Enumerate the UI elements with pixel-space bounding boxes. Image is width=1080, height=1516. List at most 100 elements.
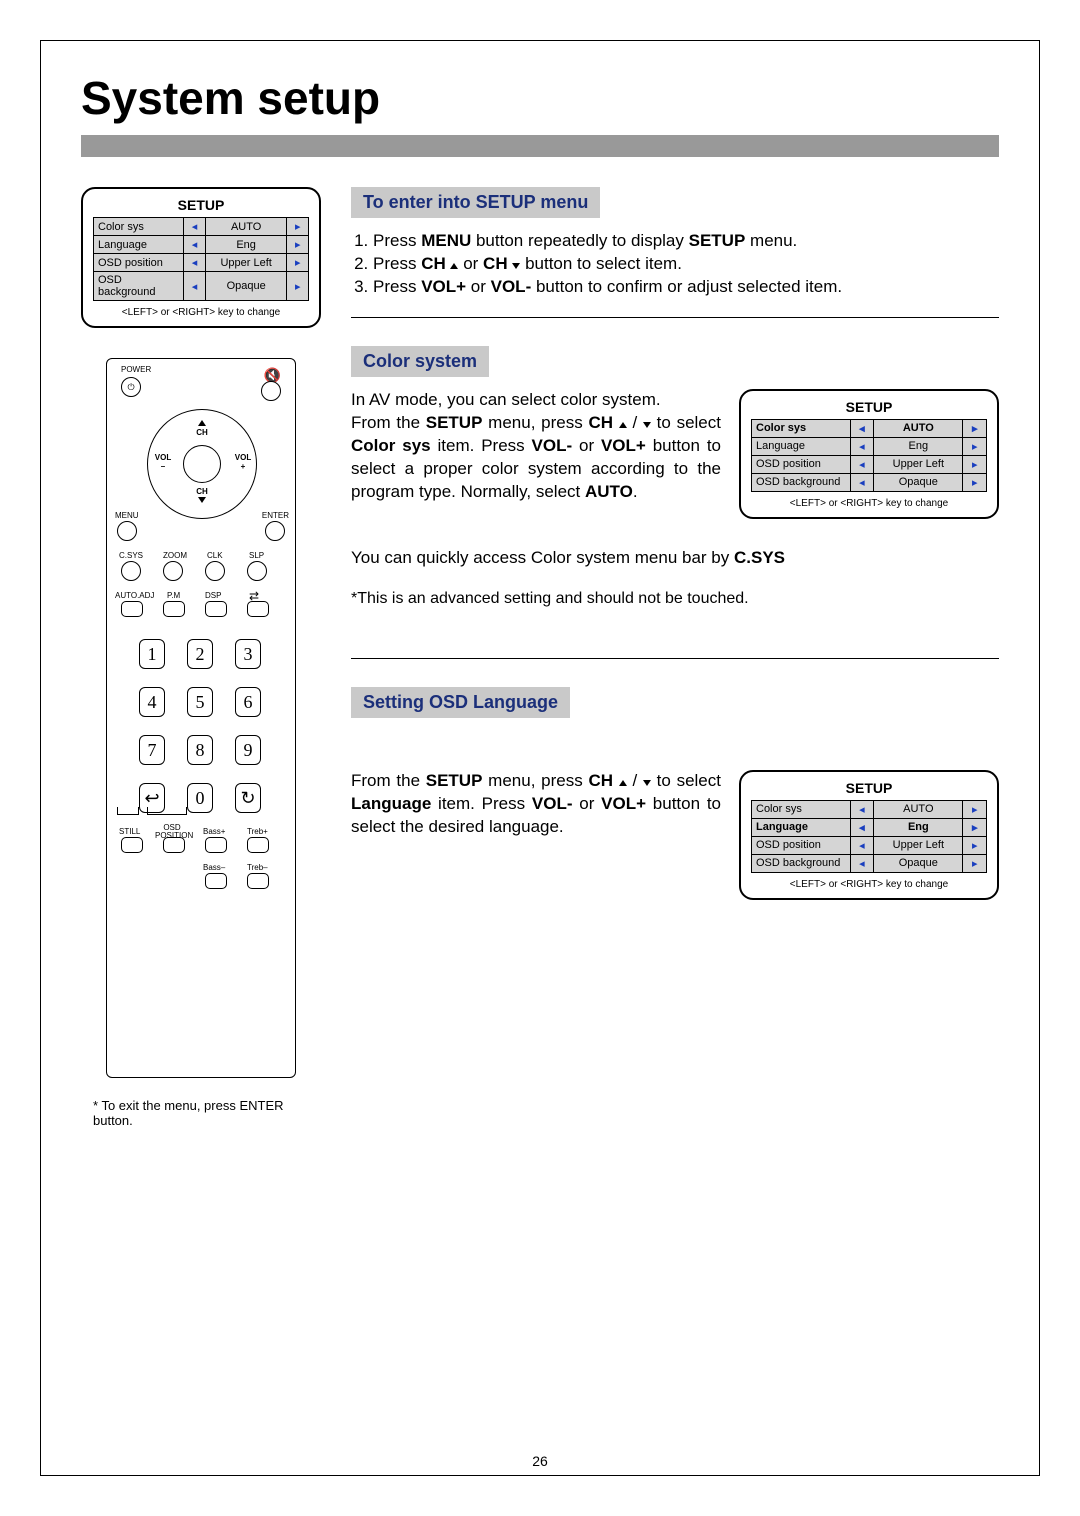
osd-box-language: SETUPColor sys◂AUTO▸Language◂Eng▸OSD pos… bbox=[739, 770, 999, 900]
osd-row-value: AUTO bbox=[874, 419, 963, 437]
title-bar bbox=[81, 135, 999, 157]
num-8-button[interactable]: 8 bbox=[187, 735, 213, 765]
bassplus-button[interactable] bbox=[205, 837, 227, 853]
osd-row-label: Language bbox=[752, 818, 851, 836]
section3-head: Setting OSD Language bbox=[351, 687, 570, 718]
num-4-button[interactable]: 4 bbox=[139, 687, 165, 717]
dpad-center bbox=[183, 445, 221, 483]
right-arrow-icon: ▸ bbox=[287, 236, 309, 254]
osd-row-label: Color sys bbox=[752, 419, 851, 437]
section3-aside: SETUPColor sys◂AUTO▸Language◂Eng▸OSD pos… bbox=[739, 770, 999, 920]
trebplus-label: Treb+ bbox=[247, 827, 268, 836]
osdpos-button[interactable] bbox=[163, 837, 185, 853]
right-arrow-icon: ▸ bbox=[287, 254, 309, 272]
right-arrow-icon: ▸ bbox=[963, 455, 987, 473]
osd-row-value: Eng bbox=[874, 437, 963, 455]
osd-row: Color sys◂AUTO▸ bbox=[752, 800, 987, 818]
recall-button[interactable]: ↻ bbox=[235, 783, 261, 813]
power-button[interactable]: ⏻ bbox=[121, 377, 141, 397]
num-5-button[interactable]: 5 bbox=[187, 687, 213, 717]
osd-row-label: Language bbox=[752, 437, 851, 455]
osd-row: Color sys◂AUTO▸ bbox=[94, 218, 309, 236]
swap-button[interactable] bbox=[247, 601, 269, 617]
section2-text: In AV mode, you can select color system.… bbox=[351, 389, 721, 504]
zoom-button[interactable] bbox=[163, 561, 183, 581]
num-3-button[interactable]: 3 bbox=[235, 639, 261, 669]
quick-access: You can quickly access Color system menu… bbox=[351, 547, 999, 570]
osd-box-left: SETUPColor sys◂AUTO▸Language◂Eng▸OSD pos… bbox=[81, 187, 321, 328]
num-1-button[interactable]: 1 bbox=[139, 639, 165, 669]
separator-2 bbox=[351, 658, 999, 659]
page-frame: System setup SETUPColor sys◂AUTO▸Languag… bbox=[40, 40, 1040, 1476]
exit-note: * To exit the menu, press ENTER button. bbox=[93, 1098, 321, 1128]
still-button[interactable] bbox=[121, 837, 143, 853]
pm-button[interactable] bbox=[163, 601, 185, 617]
osd-row-value: Opaque bbox=[874, 473, 963, 491]
autoadj-button[interactable] bbox=[121, 601, 143, 617]
right-arrow-icon: ▸ bbox=[963, 854, 987, 872]
osd-row: Color sys◂AUTO▸ bbox=[752, 419, 987, 437]
left-arrow-icon: ◂ bbox=[850, 800, 874, 818]
right-arrow-icon: ▸ bbox=[963, 800, 987, 818]
slp-button[interactable] bbox=[247, 561, 267, 581]
osd-row: Language◂Eng▸ bbox=[752, 818, 987, 836]
right-arrow-icon: ▸ bbox=[963, 836, 987, 854]
dsp-button[interactable] bbox=[205, 601, 227, 617]
right-arrow-icon: ▸ bbox=[287, 218, 309, 236]
menu-button[interactable] bbox=[117, 521, 137, 541]
remote-diagram: POWER ⏻ 🔇 CH CH VOL– VOL+ MENU ENTER C.S… bbox=[106, 358, 296, 1078]
bassminus-button[interactable] bbox=[205, 873, 227, 889]
left-arrow-icon: ◂ bbox=[850, 818, 874, 836]
osd-row-label: Color sys bbox=[752, 800, 851, 818]
vol-plus-label: VOL+ bbox=[231, 453, 255, 471]
osd-row-label: OSD position bbox=[94, 254, 184, 272]
left-arrow-icon: ◂ bbox=[184, 236, 206, 254]
right-column: To enter into SETUP menu Press MENU butt… bbox=[321, 187, 999, 1128]
ch-up-label: CH bbox=[195, 419, 209, 437]
osd-row-label: Color sys bbox=[94, 218, 184, 236]
right-arrow-icon: ▸ bbox=[963, 818, 987, 836]
ch-down-label: CH bbox=[195, 487, 209, 505]
num-6-button[interactable]: 6 bbox=[235, 687, 261, 717]
dsp-label: DSP bbox=[205, 591, 221, 600]
osd-row-label: OSD background bbox=[752, 854, 851, 872]
section1-head: To enter into SETUP menu bbox=[351, 187, 600, 218]
enter-button[interactable] bbox=[265, 521, 285, 541]
mute-button[interactable] bbox=[261, 381, 281, 401]
page-number: 26 bbox=[41, 1453, 1039, 1469]
csys-button[interactable] bbox=[121, 561, 141, 581]
csys-label: C.SYS bbox=[119, 551, 143, 560]
num-0-button[interactable]: 0 bbox=[187, 783, 213, 813]
flap-right bbox=[147, 807, 187, 815]
section3-text: From the SETUP menu, press CH / to selec… bbox=[351, 770, 721, 839]
section2-aside: SETUPColor sys◂AUTO▸Language◂Eng▸OSD pos… bbox=[739, 389, 999, 539]
osd-box-color: SETUPColor sys◂AUTO▸Language◂Eng▸OSD pos… bbox=[739, 389, 999, 519]
osd-row-label: OSD position bbox=[752, 455, 851, 473]
clk-button[interactable] bbox=[205, 561, 225, 581]
clk-label: CLK bbox=[207, 551, 223, 560]
bassplus-label: Bass+ bbox=[203, 827, 225, 836]
right-arrow-icon: ▸ bbox=[963, 437, 987, 455]
num-2-button[interactable]: 2 bbox=[187, 639, 213, 669]
trebminus-button[interactable] bbox=[247, 873, 269, 889]
osd-row-label: OSD position bbox=[752, 836, 851, 854]
osd-row-value: Upper Left bbox=[205, 254, 287, 272]
osd-row-value: AUTO bbox=[874, 800, 963, 818]
osd-row: OSD background◂Opaque▸ bbox=[94, 272, 309, 301]
slp-label: SLP bbox=[249, 551, 264, 560]
left-arrow-icon: ◂ bbox=[184, 272, 206, 301]
right-arrow-icon: ▸ bbox=[963, 473, 987, 491]
left-arrow-icon: ◂ bbox=[850, 836, 874, 854]
num-9-button[interactable]: 9 bbox=[235, 735, 261, 765]
advanced-note: *This is an advanced setting and should … bbox=[351, 590, 999, 608]
left-arrow-icon: ◂ bbox=[850, 437, 874, 455]
step3: Press VOL+ or VOL- button to confirm or … bbox=[373, 276, 999, 299]
left-arrow-icon: ◂ bbox=[184, 254, 206, 272]
num-7-button[interactable]: 7 bbox=[139, 735, 165, 765]
flap-left bbox=[117, 807, 139, 815]
step2: Press CH or CH button to select item. bbox=[373, 253, 999, 276]
power-label: POWER bbox=[121, 365, 151, 374]
trebplus-button[interactable] bbox=[247, 837, 269, 853]
osd-title: SETUP bbox=[751, 780, 987, 796]
osd-footer: <LEFT> or <RIGHT> key to change bbox=[751, 498, 987, 509]
